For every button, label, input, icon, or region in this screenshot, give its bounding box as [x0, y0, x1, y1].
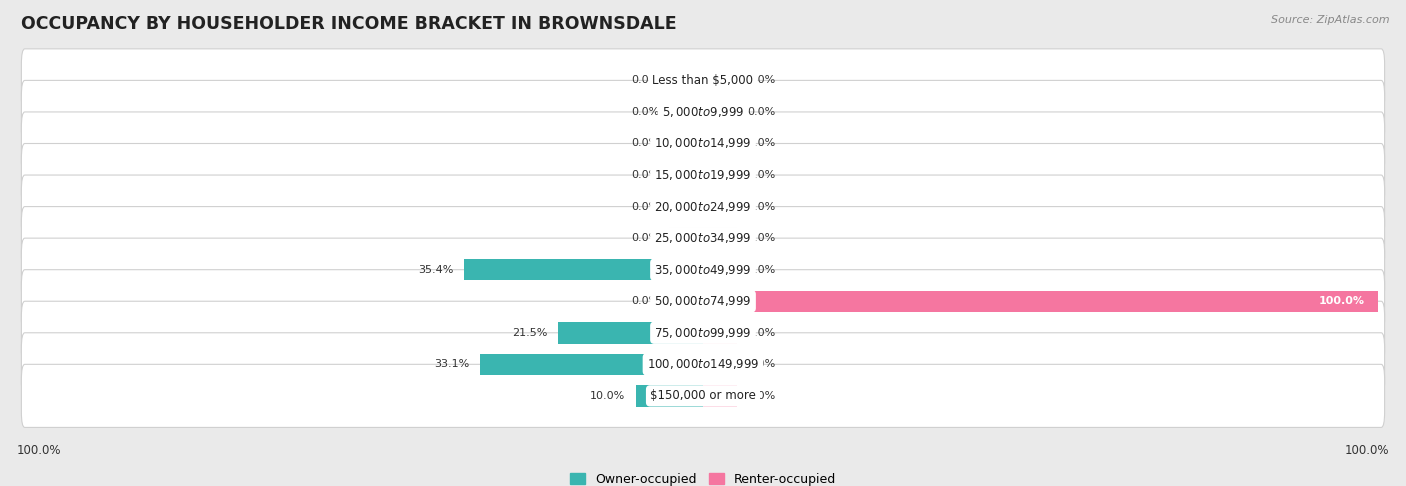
Text: 0.0%: 0.0%	[747, 107, 775, 117]
Bar	[669, 385, 703, 407]
Text: OCCUPANCY BY HOUSEHOLDER INCOME BRACKET IN BROWNSDALE: OCCUPANCY BY HOUSEHOLDER INCOME BRACKET …	[21, 15, 676, 33]
Text: 35.4%: 35.4%	[419, 265, 454, 275]
Text: 0.0%: 0.0%	[631, 202, 659, 211]
Bar	[703, 133, 737, 154]
Bar	[703, 227, 737, 249]
Text: 0.0%: 0.0%	[747, 170, 775, 180]
Text: 0.0%: 0.0%	[631, 233, 659, 243]
Text: $20,000 to $24,999: $20,000 to $24,999	[654, 200, 752, 213]
Text: 100.0%: 100.0%	[1344, 444, 1389, 457]
Text: 0.0%: 0.0%	[631, 170, 659, 180]
Text: 0.0%: 0.0%	[631, 139, 659, 149]
Bar	[464, 259, 703, 280]
Bar	[669, 164, 703, 186]
Text: 33.1%: 33.1%	[434, 359, 470, 369]
Bar	[703, 385, 737, 407]
Bar	[669, 69, 703, 91]
Text: Less than $5,000: Less than $5,000	[652, 74, 754, 87]
FancyBboxPatch shape	[21, 238, 1385, 301]
Text: $100,000 to $149,999: $100,000 to $149,999	[647, 357, 759, 371]
Text: 10.0%: 10.0%	[591, 391, 626, 401]
Text: $50,000 to $74,999: $50,000 to $74,999	[654, 294, 752, 308]
Bar	[703, 291, 737, 312]
FancyBboxPatch shape	[21, 112, 1385, 175]
Bar	[558, 322, 703, 344]
Text: $5,000 to $9,999: $5,000 to $9,999	[662, 105, 744, 119]
Bar	[669, 101, 703, 122]
FancyBboxPatch shape	[21, 207, 1385, 270]
Text: 0.0%: 0.0%	[631, 107, 659, 117]
FancyBboxPatch shape	[21, 333, 1385, 396]
Text: Source: ZipAtlas.com: Source: ZipAtlas.com	[1271, 15, 1389, 25]
Bar	[703, 101, 737, 122]
Bar	[703, 291, 1378, 312]
Text: $10,000 to $14,999: $10,000 to $14,999	[654, 137, 752, 151]
Text: 0.0%: 0.0%	[631, 75, 659, 86]
Text: 0.0%: 0.0%	[631, 296, 659, 306]
Bar	[669, 133, 703, 154]
FancyBboxPatch shape	[21, 175, 1385, 238]
Text: $35,000 to $49,999: $35,000 to $49,999	[654, 263, 752, 277]
Bar	[703, 196, 737, 217]
Text: 100.0%: 100.0%	[17, 444, 62, 457]
FancyBboxPatch shape	[21, 143, 1385, 207]
FancyBboxPatch shape	[21, 270, 1385, 333]
Text: 0.0%: 0.0%	[747, 391, 775, 401]
Text: 0.0%: 0.0%	[747, 139, 775, 149]
Bar	[669, 227, 703, 249]
Bar	[703, 354, 737, 375]
Legend: Owner-occupied, Renter-occupied: Owner-occupied, Renter-occupied	[565, 468, 841, 486]
FancyBboxPatch shape	[21, 80, 1385, 143]
Bar	[703, 259, 737, 280]
Bar	[669, 291, 703, 312]
FancyBboxPatch shape	[21, 301, 1385, 364]
Bar	[669, 354, 703, 375]
Text: $25,000 to $34,999: $25,000 to $34,999	[654, 231, 752, 245]
Text: $15,000 to $19,999: $15,000 to $19,999	[654, 168, 752, 182]
Text: 0.0%: 0.0%	[747, 202, 775, 211]
Bar	[703, 322, 737, 344]
Text: 0.0%: 0.0%	[747, 75, 775, 86]
Bar	[703, 69, 737, 91]
Text: 0.0%: 0.0%	[747, 328, 775, 338]
FancyBboxPatch shape	[21, 364, 1385, 427]
Text: 21.5%: 21.5%	[512, 328, 548, 338]
Bar	[636, 385, 703, 407]
Bar	[479, 354, 703, 375]
Bar	[669, 259, 703, 280]
Bar	[669, 322, 703, 344]
Bar	[703, 164, 737, 186]
Text: 0.0%: 0.0%	[747, 359, 775, 369]
Text: 100.0%: 100.0%	[1319, 296, 1364, 306]
Text: $75,000 to $99,999: $75,000 to $99,999	[654, 326, 752, 340]
Bar	[669, 196, 703, 217]
FancyBboxPatch shape	[21, 49, 1385, 112]
Text: 0.0%: 0.0%	[747, 265, 775, 275]
Text: 0.0%: 0.0%	[747, 233, 775, 243]
Text: $150,000 or more: $150,000 or more	[650, 389, 756, 402]
